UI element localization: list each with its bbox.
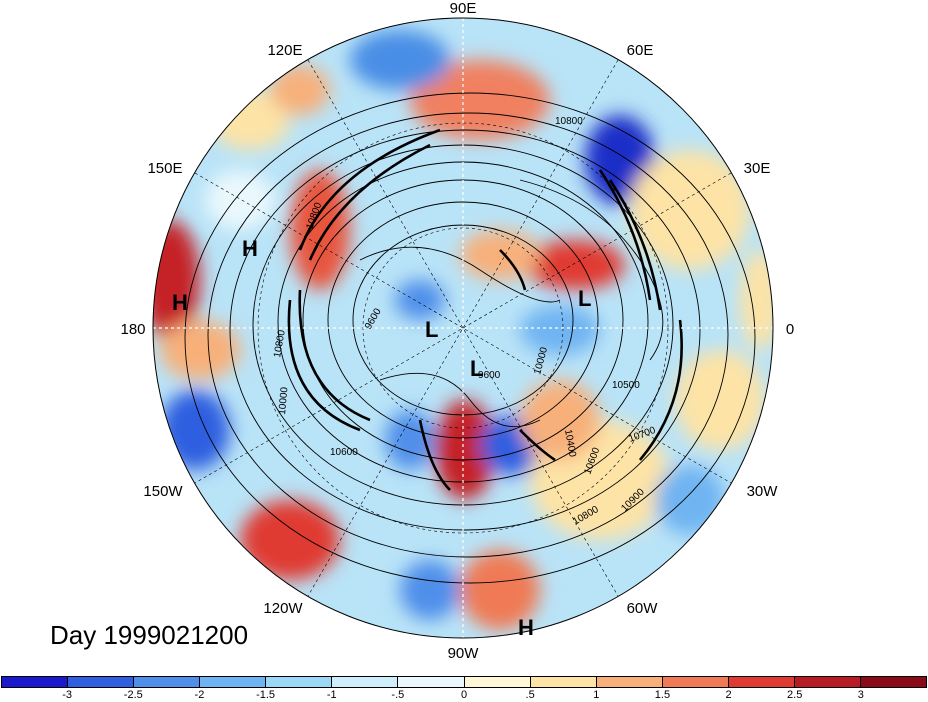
colorbar-box — [2, 677, 69, 687]
colorbar-tick-label: -.5 — [391, 689, 405, 701]
high-marker: H — [172, 290, 188, 315]
colorbar-box — [200, 677, 267, 687]
colorbar-box — [68, 677, 135, 687]
high-marker: H — [242, 236, 258, 261]
contour-label: 10000 — [277, 386, 290, 415]
lon-label-120w: 120W — [263, 600, 303, 617]
anomaly-field — [153, 18, 773, 638]
colorbar-tick-label: 2 — [725, 689, 732, 701]
low-marker: L — [578, 286, 591, 311]
colorbar-box — [134, 677, 201, 687]
lon-label-150e: 150E — [147, 160, 182, 177]
colorbar-tick-label: 2.5 — [787, 689, 803, 701]
graticule — [153, 18, 773, 638]
colorbar-tick-label: 1.5 — [654, 689, 671, 701]
map-boundary — [152, 17, 774, 639]
lon-label-30w: 30W — [747, 483, 779, 500]
colorbar-tick-label: 1 — [593, 689, 600, 701]
contour-label: 10600 — [330, 447, 358, 458]
colorbar-box — [662, 677, 729, 687]
contour-label: 10500 — [612, 380, 640, 391]
lon-label-0: 0 — [786, 321, 794, 338]
lon-label-90w: 90W — [448, 645, 480, 662]
colorbar: -3 -2.5 -2 -1.5 -1 -.5 0 .5 1 1.5 2 2.5 3 — [0, 676, 928, 702]
low-marker: L — [425, 317, 438, 342]
plot-title: Day 1999021200 — [50, 620, 249, 650]
lon-label-180: 180 — [120, 321, 145, 338]
low-marker: L — [470, 356, 483, 381]
lon-label-90e: 90E — [450, 0, 477, 17]
colorbar-tick-label: .5 — [525, 689, 535, 701]
contour-label: 10800 — [272, 329, 288, 359]
colorbar-boxes — [1, 676, 927, 688]
colorbar-box — [861, 677, 927, 687]
colorbar-box — [596, 677, 663, 687]
colorbar-tick-label: -2 — [194, 689, 205, 701]
contour-label: 10800 — [555, 116, 583, 127]
lon-label-60w: 60W — [627, 600, 659, 617]
lon-label-30e: 30E — [744, 160, 771, 177]
colorbar-box — [332, 677, 399, 687]
jet-contours — [287, 128, 683, 491]
colorbar-tick-label: -2.5 — [123, 689, 143, 701]
polar-map: 90E 60E 30E 0 30W 60W 90W 120W 150W 180 … — [120, 0, 794, 662]
colorbar-tick-label: 0 — [460, 689, 468, 701]
contour-label: 9600 — [478, 370, 501, 381]
lon-label-150w: 150W — [143, 483, 183, 500]
colorbar-tick-label: -3 — [62, 689, 73, 701]
colorbar-box — [398, 677, 465, 687]
colorbar-box — [728, 677, 795, 687]
colorbar-box — [530, 677, 597, 687]
colorbar-box — [464, 677, 531, 687]
colorbar-tick-label: -1 — [326, 689, 337, 701]
colorbar-tick-label: -1.5 — [256, 689, 276, 701]
lon-label-60e: 60E — [627, 42, 654, 59]
contour-label: 10400 — [562, 429, 578, 459]
colorbar-box — [794, 677, 862, 687]
lon-label-120e: 120E — [267, 42, 302, 59]
high-marker: H — [518, 615, 534, 640]
colorbar-box — [266, 677, 333, 687]
colorbar-tick-label: 3 — [857, 689, 864, 701]
